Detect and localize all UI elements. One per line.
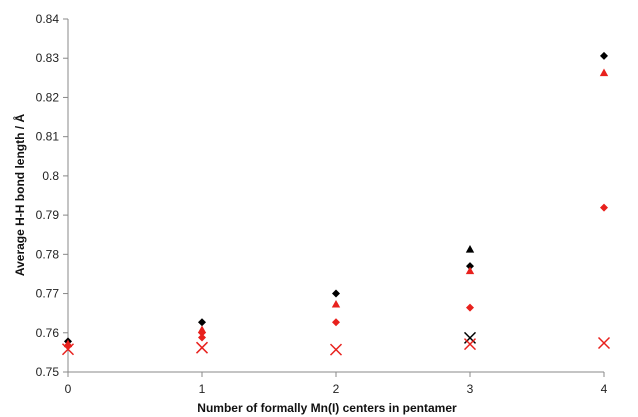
triangle-marker (465, 266, 475, 275)
x-axis: 0 1 2 3 4 (65, 371, 608, 396)
y-tick-label: 0.76 (36, 326, 60, 340)
y-tick-label: 0.81 (36, 130, 60, 144)
x-tick-label: 1 (199, 382, 206, 396)
y-tick-label: 0.84 (36, 12, 60, 26)
y-tick-label: 0.83 (36, 51, 60, 65)
x-marker (597, 336, 611, 350)
diamond-marker (600, 203, 608, 212)
y-tick-label: 0.8 (42, 169, 59, 183)
y-axis: 0.75 0.76 0.77 0.78 0.79 0.8 0.81 0.82 0.83 0.84 (36, 12, 69, 379)
y-tick-label: 0.79 (36, 208, 60, 222)
diamond-marker (332, 318, 340, 327)
x-marker (61, 343, 75, 356)
x-tick-label: 2 (333, 382, 340, 396)
x-tick-label: 0 (65, 382, 72, 396)
triangle-marker (465, 245, 475, 253)
x-tick-label: 3 (467, 382, 474, 396)
y-tick-label: 0.77 (36, 287, 60, 301)
y-tick-label: 0.78 (36, 247, 60, 261)
diamond-marker (332, 289, 340, 298)
x-tick-label: 4 (601, 382, 608, 396)
x-marker (463, 331, 477, 344)
x-axis-title: Number of formally Mn(I) centers in pent… (197, 401, 457, 415)
diamond-marker (600, 51, 608, 60)
triangle-marker (599, 68, 609, 77)
x-marker (463, 338, 477, 351)
triangle-marker (331, 299, 341, 308)
x-marker (329, 343, 343, 356)
diamond-marker (198, 328, 206, 337)
x-marker (195, 341, 209, 354)
diamond-marker (198, 318, 206, 327)
diamond-marker (198, 333, 206, 342)
y-tick-label: 0.82 (36, 90, 60, 104)
diamond-marker (466, 262, 474, 271)
y-tick-label: 0.75 (36, 365, 60, 379)
y-axis-title: Average H-H bond length / Å (12, 114, 27, 277)
data-points (61, 51, 611, 356)
diamond-marker (466, 303, 474, 312)
